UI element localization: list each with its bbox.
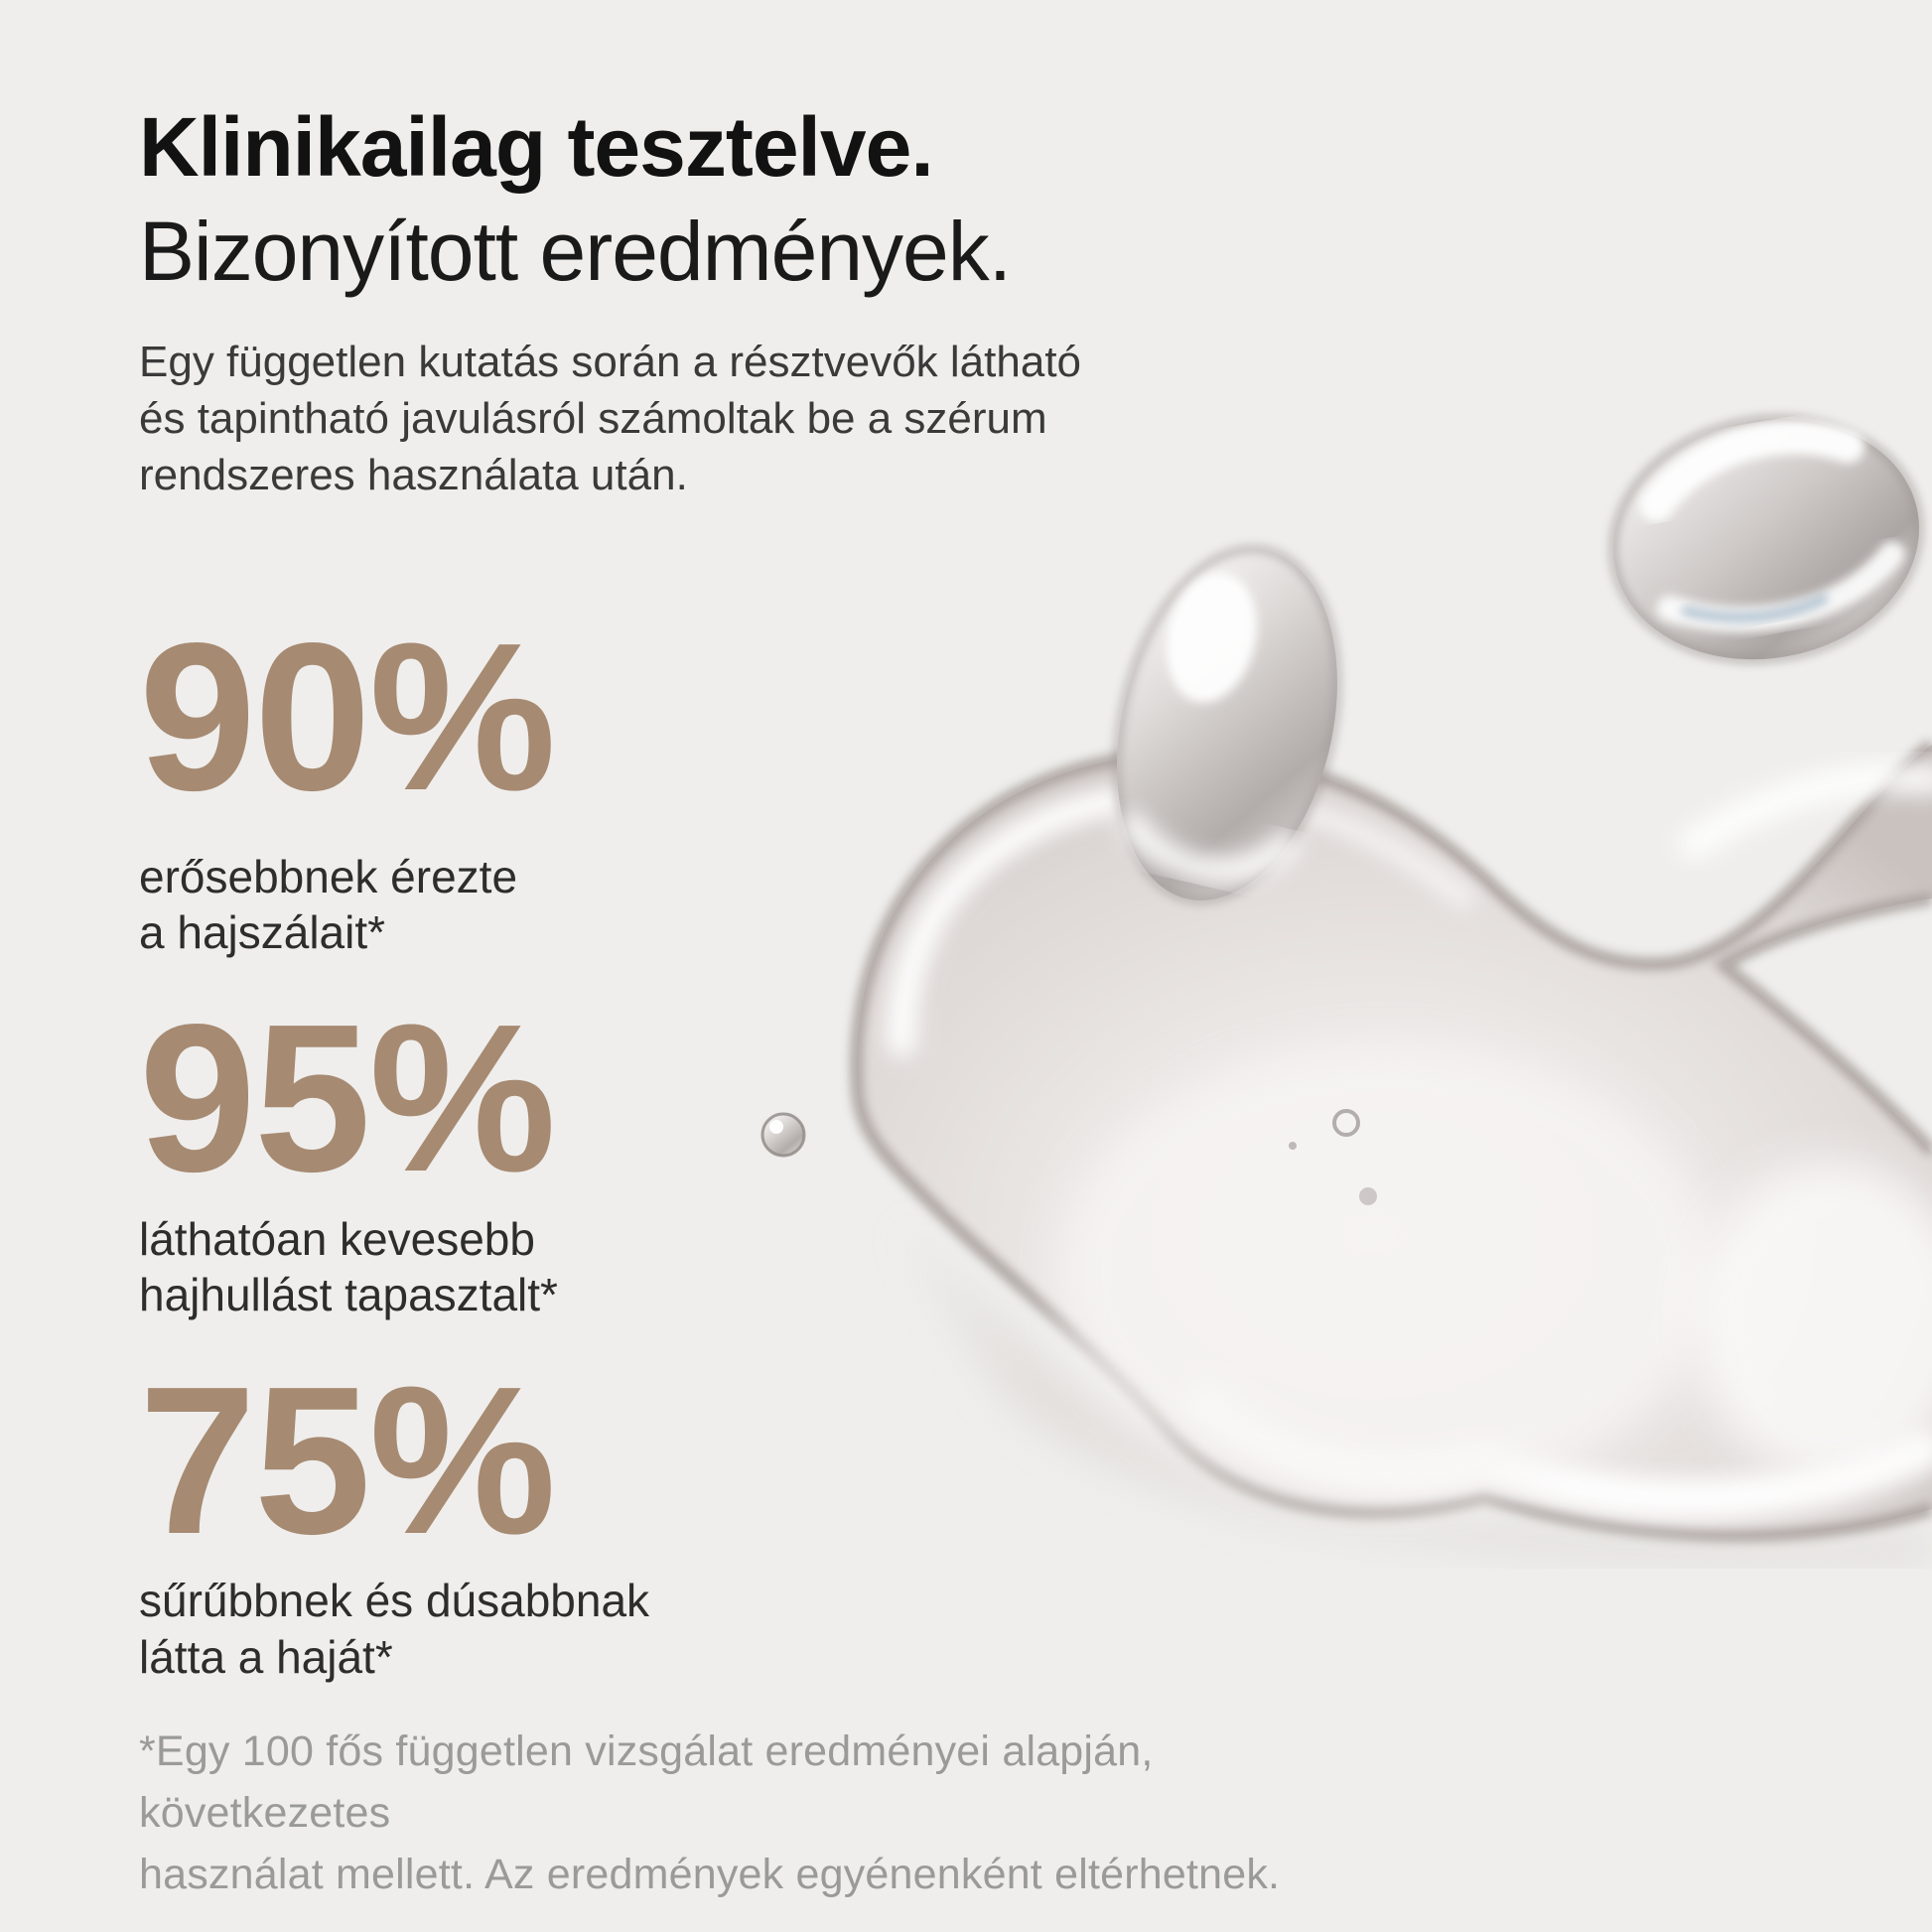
page-title-line2: Bizonyított eredmények. [139, 205, 1012, 298]
stat-caption-strength-line-1: erősebbnek érezte [139, 851, 518, 903]
stat-block-hairloss: 95% láthatóan kevesebb hajhullást tapasz… [139, 980, 1281, 1322]
footnote-line-2: használat mellett. Az eredmények egyénen… [139, 1851, 1281, 1899]
intro-line-1: Egy független kutatás során a résztvevők… [139, 338, 1082, 386]
blob-bubble-medium [1359, 1187, 1377, 1205]
stat-block-thickness: 75% sűrűbbnek és dúsabbnak látta a haját… [139, 1341, 1281, 1685]
blob-highlight-arm [1678, 761, 1932, 860]
intro-line-2: és tapintható javulásról számoltak be a … [139, 394, 1047, 444]
stat-caption-hairloss-line-2: hajhullást tapasztalt* [139, 1268, 558, 1320]
intro-line-3: rendszeres használata után. [139, 451, 688, 500]
blob-inner-glow [1058, 1042, 1714, 1499]
footnote-line-1: *Egy 100 fős független vizsgálat eredmén… [139, 1726, 1154, 1837]
stat-caption-thickness: sűrűbbnek és dúsabbnak látta a haját* [139, 1573, 1281, 1684]
blob-bubble-small [1289, 1142, 1297, 1150]
stat-caption-hairloss: láthatóan kevesebb hajhullást tapasztalt… [139, 1211, 1281, 1322]
stat-caption-strength: erősebbnek érezte a hajszálait* [139, 849, 1281, 960]
stat-caption-hairloss-line-1: láthatóan kevesebb [139, 1212, 535, 1265]
droplet-top-right [1609, 415, 1923, 663]
page-title-line1: Klinikailag tesztelve. [139, 100, 934, 194]
intro-paragraph: Egy független kutatás során a résztvevők… [139, 334, 1281, 504]
content-column: Klinikailag tesztelve. Bizonyított eredm… [139, 95, 1281, 1906]
stat-value-90: 90% [139, 598, 556, 834]
stat-caption-thickness-line-1: sűrűbbnek és dúsabbnak [139, 1575, 650, 1627]
blob-shadow [899, 1221, 1932, 1565]
blob-inner-glow-right [1694, 1162, 1932, 1479]
blob-bubble-large [1332, 1109, 1360, 1137]
stat-block-strength: 90% erősebbnek érezte a hajszálait* [139, 598, 1281, 961]
footnote-disclaimer: *Egy 100 fős független vizsgálat eredmén… [139, 1721, 1281, 1906]
stat-value-75: 75% [139, 1341, 556, 1578]
stat-caption-strength-line-2: a hajszálait* [139, 906, 386, 959]
stat-value-95: 95% [139, 980, 556, 1216]
droplet-tiny [760, 1112, 806, 1158]
stat-caption-thickness-line-2: látta a haját* [139, 1630, 393, 1683]
droplet-top-left [1114, 545, 1340, 904]
serum-droplet-illustration [760, 415, 1932, 1565]
serum-blob-rim [850, 739, 1932, 1543]
